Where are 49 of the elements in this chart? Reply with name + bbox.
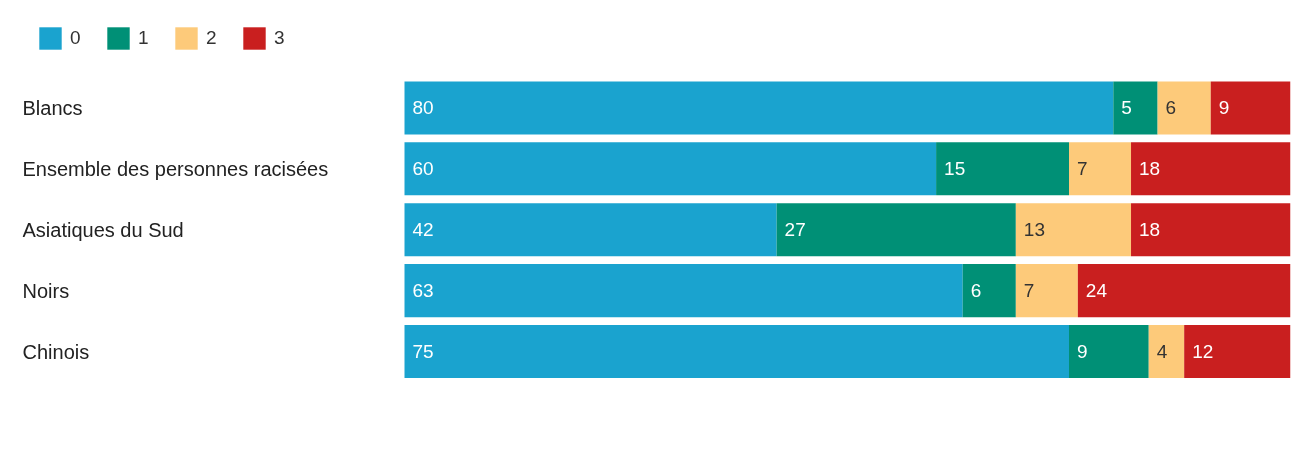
- bar: [776, 203, 1016, 257]
- data-label: 5: [1121, 97, 1132, 119]
- bar: [404, 142, 937, 196]
- bar: [1015, 264, 1078, 318]
- legend-label: 1: [138, 27, 150, 49]
- legend-label: 0: [70, 27, 82, 49]
- data-label: 6: [970, 280, 982, 302]
- bar: [1210, 81, 1291, 135]
- bar: [962, 264, 1016, 318]
- bar: [404, 203, 777, 257]
- data-label: 60: [412, 158, 434, 180]
- bar: [1131, 142, 1291, 196]
- bar: [1069, 325, 1149, 379]
- data-label: 18: [1138, 219, 1161, 241]
- bar: [404, 325, 1069, 379]
- y-tick-label: Blancs: [22, 96, 83, 119]
- data-label: 13: [1023, 219, 1045, 241]
- data-label: 42: [412, 219, 434, 241]
- legend-label: 2: [206, 27, 218, 49]
- bar: [1077, 264, 1291, 318]
- bar: [1184, 325, 1291, 379]
- data-label: 80: [412, 97, 434, 119]
- data-label: 12: [1192, 341, 1214, 363]
- data-label: 7: [1076, 158, 1088, 180]
- y-tick-label: Asiatiques du Sud: [22, 218, 184, 241]
- data-label: 4: [1156, 341, 1168, 363]
- bar: [1015, 203, 1132, 257]
- data-label: 24: [1085, 280, 1108, 302]
- data-label: 9: [1076, 341, 1088, 363]
- bar: [1157, 81, 1211, 135]
- bar: [1113, 81, 1158, 135]
- data-label: 75: [412, 341, 434, 363]
- data-label: 15: [944, 158, 966, 180]
- legend-label: 3: [274, 27, 286, 49]
- data-label: 18: [1138, 158, 1161, 180]
- data-label: 6: [1165, 97, 1177, 119]
- y-tick-label: Chinois: [22, 340, 90, 363]
- y-tick-label: Ensemble des personnes racisées: [22, 157, 329, 180]
- data-label: 7: [1023, 280, 1035, 302]
- bar: [404, 81, 1114, 135]
- data-label: 27: [784, 219, 806, 241]
- bar: [1069, 142, 1132, 196]
- bar: [1131, 203, 1291, 257]
- bar: [1148, 325, 1185, 379]
- data-label: 63: [412, 280, 434, 302]
- y-tick-label: Noirs: [22, 279, 70, 302]
- bar: [404, 264, 963, 318]
- bar: [936, 142, 1069, 196]
- data-label: 9: [1218, 97, 1230, 119]
